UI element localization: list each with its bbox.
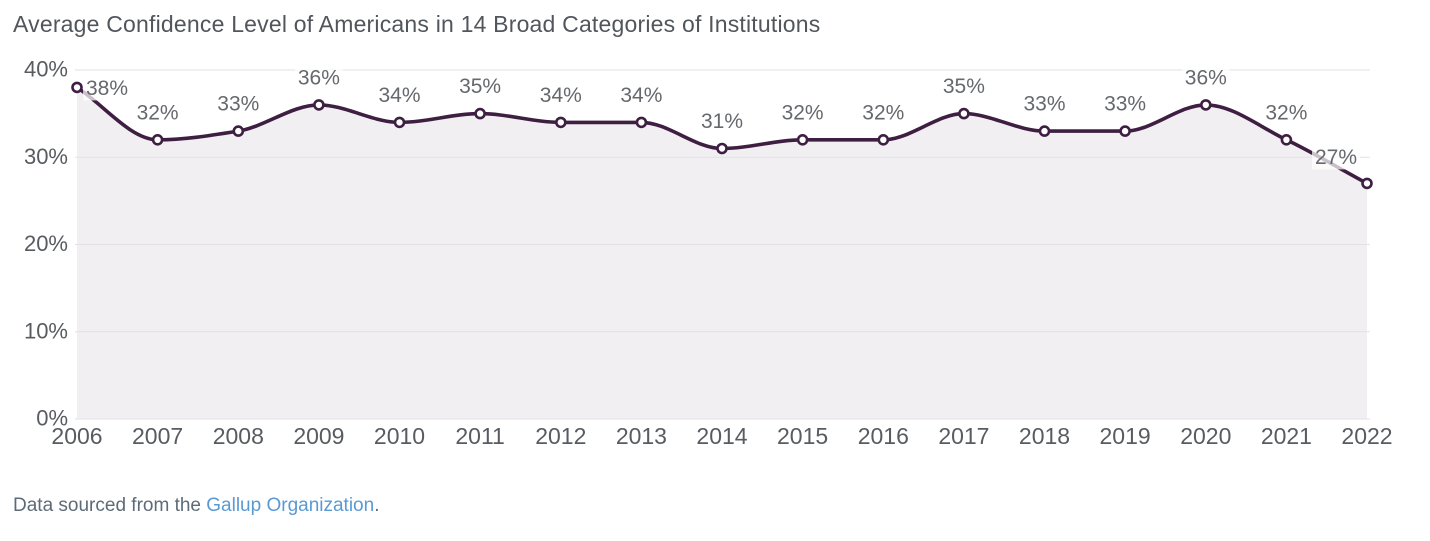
x-axis-tick-label: 2010 — [374, 423, 425, 449]
data-point-labels: 38% 32% 33% 36% 34% 35% 34% 34% 31% 32% 32% 35% 33% 3… — [83, 65, 1360, 170]
data-point-label-bg — [1101, 92, 1150, 117]
data-point-label-bg — [133, 100, 182, 125]
data-point-label-bg — [617, 83, 666, 108]
data-point-marker — [1280, 134, 1293, 146]
gallup-organization-link[interactable]: Gallup Organization — [206, 495, 375, 516]
x-axis-tick-label: 2019 — [1100, 423, 1151, 449]
data-point-label: 35% — [459, 75, 501, 98]
data-point-label-bg — [1181, 65, 1230, 90]
data-point-marker — [474, 107, 486, 120]
y-axis-tick-label: 30% — [24, 144, 68, 169]
data-point-marker — [151, 134, 164, 146]
confidence-line-chart: 0%10%20%30%40%2006 2007 2008 2009 2010 2011 20… — [24, 57, 1393, 450]
y-axis: 0% 10% 20% 30% 40% — [24, 57, 1370, 431]
data-point-label-bg — [536, 83, 585, 108]
x-axis-tick-label: 2020 — [1180, 423, 1231, 449]
data-point-label: 33% — [217, 93, 259, 116]
data-point-marker — [313, 99, 325, 111]
data-point-label: 32% — [862, 101, 904, 124]
x-axis-tick-label: 2013 — [616, 423, 667, 449]
y-axis-tick-label: 20% — [24, 231, 68, 256]
data-point-marker — [635, 116, 648, 129]
data-point-label-bg — [698, 109, 746, 134]
data-point-marker — [716, 142, 728, 155]
data-point-markers — [71, 81, 1373, 190]
data-point-label-bg — [859, 100, 908, 125]
x-axis: 2006 2007 2008 2009 2010 2011 2012 2013 2014 2015… — [51, 423, 1392, 449]
data-point-label: 31% — [701, 110, 743, 133]
data-point-label: 33% — [1104, 93, 1146, 116]
data-point-marker — [1038, 125, 1051, 137]
data-point-marker — [1119, 125, 1131, 137]
data-point-marker — [796, 134, 809, 146]
data-point-label-bg — [778, 100, 827, 125]
source-note-period: . — [374, 495, 380, 516]
x-axis-tick-label: 2012 — [535, 423, 586, 449]
data-point-label-bg — [83, 76, 131, 101]
source-note: Data sourced from the Gallup Organizatio… — [13, 495, 379, 517]
data-point-marker — [554, 116, 567, 129]
data-point-label-bg — [456, 74, 505, 99]
data-point-label: 36% — [1185, 66, 1227, 89]
data-point-marker — [958, 107, 970, 120]
y-axis-tick-label: 40% — [24, 57, 68, 82]
data-point-label-bg — [1262, 100, 1311, 125]
data-point-marker — [71, 81, 83, 94]
data-point-label: 34% — [540, 84, 582, 107]
data-point-label: 38% — [86, 77, 128, 100]
y-axis-tick-label: 0% — [36, 406, 68, 431]
x-axis-tick-label: 2017 — [938, 423, 989, 449]
data-point-label: 36% — [298, 66, 340, 89]
chart-title: Average Confidence Level of Americans in… — [13, 11, 821, 37]
x-axis-tick-label: 2016 — [858, 423, 909, 449]
data-point-label: 35% — [943, 75, 985, 98]
area-fill — [77, 87, 1367, 420]
data-point-label: 34% — [620, 84, 662, 107]
x-axis-tick-label: 2011 — [455, 423, 504, 449]
data-point-label: 33% — [1023, 93, 1065, 116]
data-point-label: 32% — [137, 101, 179, 124]
x-axis-tick-label: 2008 — [213, 423, 264, 449]
data-point-label: 34% — [378, 84, 420, 107]
data-point-label: 27% — [1315, 146, 1357, 169]
data-point-marker — [1361, 177, 1373, 190]
data-point-label-bg — [939, 74, 988, 99]
data-point-label-bg — [1020, 92, 1069, 117]
data-point-label-bg — [214, 92, 263, 117]
x-axis-tick-label: 2021 — [1261, 423, 1312, 449]
source-note-text: Data sourced from the — [13, 495, 207, 516]
x-axis-tick-label: 2018 — [1019, 423, 1070, 449]
data-point-label-bg — [1312, 145, 1360, 170]
data-point-label-bg — [294, 65, 343, 90]
x-axis-tick-label: 2014 — [696, 423, 747, 449]
data-point-label: 32% — [782, 101, 824, 124]
y-axis-tick-label: 10% — [24, 318, 68, 343]
x-axis-tick-label: 2009 — [293, 423, 344, 449]
data-point-marker — [232, 125, 245, 137]
x-axis-tick-label: 2022 — [1341, 423, 1392, 449]
data-point-marker — [393, 116, 406, 129]
data-point-marker — [877, 134, 890, 146]
x-axis-tick-label: 2007 — [132, 423, 183, 449]
data-point-label: 32% — [1265, 101, 1307, 124]
x-axis-tick-label: 2006 — [51, 423, 102, 449]
data-point-label-bg — [375, 83, 424, 108]
data-point-marker — [1200, 99, 1212, 111]
x-axis-tick-label: 2015 — [777, 423, 828, 449]
